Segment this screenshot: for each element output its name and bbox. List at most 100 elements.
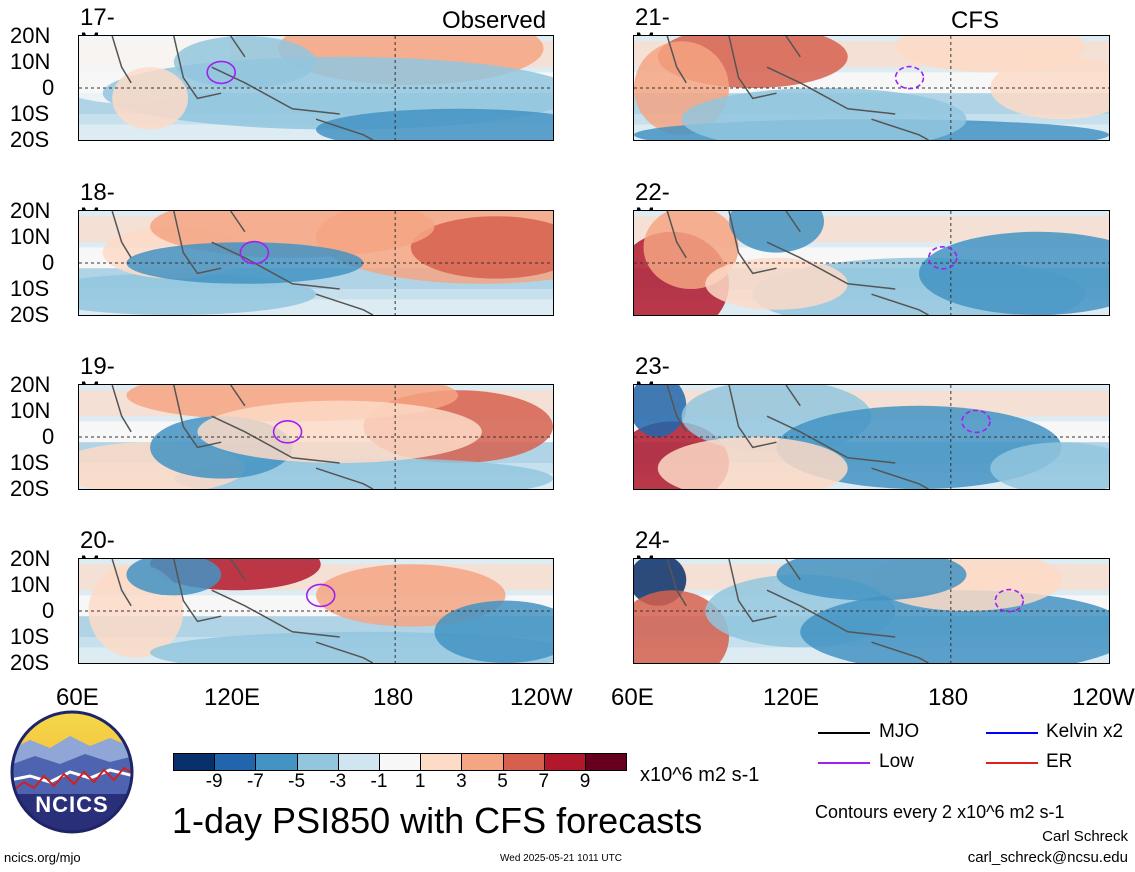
- field-anomaly: [705, 257, 848, 310]
- field-anomaly: [197, 400, 482, 463]
- lon-label: 120W: [1072, 686, 1135, 710]
- psi-field: [634, 36, 1109, 140]
- lat-label: 20S: [10, 476, 50, 501]
- lat-label: 10S: [10, 624, 50, 649]
- lon-label: 60E: [56, 684, 99, 711]
- field-anomaly: [173, 36, 316, 88]
- map-panel-1: [78, 35, 554, 141]
- colorbar-tick: 5: [497, 771, 508, 792]
- legend-line-low: [818, 762, 870, 764]
- map-panel-3: [78, 384, 554, 490]
- colorbar-units: x10^6 m2 s-1: [640, 764, 760, 786]
- low-contour: [305, 583, 336, 608]
- colorbar-swatch: [337, 753, 380, 771]
- colorbar-tick: -5: [288, 771, 306, 792]
- colorbar-swatch: [461, 753, 504, 771]
- field-anomaly: [643, 211, 739, 289]
- map-panel-6: [633, 210, 1110, 316]
- author-email[interactable]: carl_schreck@ncsu.edu: [967, 849, 1128, 866]
- field-anomaly: [126, 559, 222, 596]
- psi-field: [79, 211, 553, 315]
- lat-label: 0: [42, 424, 55, 449]
- figure-title: 1-day PSI850 with CFS forecasts: [172, 800, 703, 841]
- psi-field: [634, 385, 1109, 489]
- psi-field: [79, 36, 553, 140]
- low-contour: [894, 65, 925, 90]
- colorbar-swatch: [379, 753, 422, 771]
- colorbar-tick: 7: [538, 771, 550, 792]
- colorbar-tick: 3: [456, 771, 467, 792]
- colorbar-swatch: [585, 753, 628, 771]
- colorbar-tick: -9: [205, 771, 223, 792]
- lat-label: 0: [42, 250, 55, 275]
- field-anomaly: [79, 273, 316, 315]
- contour-note: Contours every 2 x10^6 m2 s-1: [815, 802, 1065, 822]
- lat-label: 10S: [10, 450, 50, 475]
- observed-label: Observed: [442, 7, 547, 34]
- field-anomaly: [657, 437, 848, 489]
- lat-label: 20N: [10, 372, 51, 397]
- coastline: [666, 211, 929, 315]
- colorbar-tick: 9: [579, 771, 591, 792]
- lon-label: 120E: [204, 684, 261, 711]
- site-url[interactable]: ncics.org/mjo: [4, 850, 81, 865]
- colorbar-swatch: [173, 753, 216, 771]
- psi-field: [79, 385, 553, 489]
- field-anomaly: [919, 231, 1109, 315]
- lat-label: 20N: [10, 23, 51, 48]
- legend-label: Low: [879, 751, 914, 772]
- lat-label: 10N: [10, 398, 51, 423]
- colorbar-tick: 1: [414, 771, 426, 792]
- timestamp: Wed 2025-05-21 1011 UTC: [500, 853, 622, 864]
- colorbar-swatch: [255, 753, 298, 771]
- logo-text: NCICS: [35, 792, 109, 817]
- coastline: [111, 36, 374, 140]
- lat-label: 10S: [10, 101, 50, 126]
- psi-field: [634, 211, 1109, 315]
- map-panel-7: [633, 384, 1110, 490]
- colorbar-tick: -7: [246, 771, 264, 792]
- lat-label: 10N: [10, 572, 51, 597]
- lon-label: 60E: [611, 684, 654, 711]
- field-anomaly: [990, 442, 1109, 489]
- field-anomaly: [634, 385, 687, 437]
- colorbar-swatch: [296, 753, 339, 771]
- lat-label: 20N: [10, 198, 51, 223]
- low-contour: [239, 240, 270, 265]
- colorbar-tick: -3: [329, 771, 347, 792]
- legend-line-mjo: [818, 732, 870, 734]
- legend-label: MJO: [879, 721, 920, 742]
- map-panel-8: [633, 558, 1110, 664]
- author: Carl Schreck: [1042, 828, 1128, 845]
- field-anomaly: [126, 242, 364, 284]
- coastline: [111, 559, 374, 663]
- coastline: [666, 559, 929, 663]
- lat-label: 0: [42, 598, 55, 623]
- map-panel-4: [78, 558, 554, 664]
- lat-label: 10N: [10, 224, 51, 249]
- coastline: [666, 36, 929, 140]
- legend-label: ER: [1046, 751, 1073, 772]
- colorbar-swatch: [420, 753, 463, 771]
- lon-label: 120W: [510, 684, 573, 711]
- map-panel-5: [633, 35, 1110, 141]
- low-contour: [272, 419, 303, 444]
- field-anomaly: [729, 211, 824, 253]
- lat-label: 20N: [10, 546, 51, 571]
- lat-label: 20S: [10, 127, 50, 152]
- coastline: [111, 385, 374, 489]
- logo-graphic: [10, 710, 134, 834]
- coastline: [111, 211, 374, 315]
- lon-label: 180: [373, 684, 414, 711]
- colorbar-swatch: [543, 753, 586, 771]
- map-panel-2: [78, 210, 554, 316]
- legend-label: Kelvin x2: [1046, 721, 1124, 742]
- field-anomaly: [634, 590, 729, 663]
- legend-line-er: [986, 762, 1038, 764]
- legend-line-kelvin: [986, 732, 1038, 734]
- coastline: [666, 385, 929, 489]
- lat-label: 10S: [10, 276, 50, 301]
- lat-label: 0: [42, 75, 55, 100]
- lon-label: 120E: [763, 684, 820, 711]
- field-anomaly: [434, 600, 553, 663]
